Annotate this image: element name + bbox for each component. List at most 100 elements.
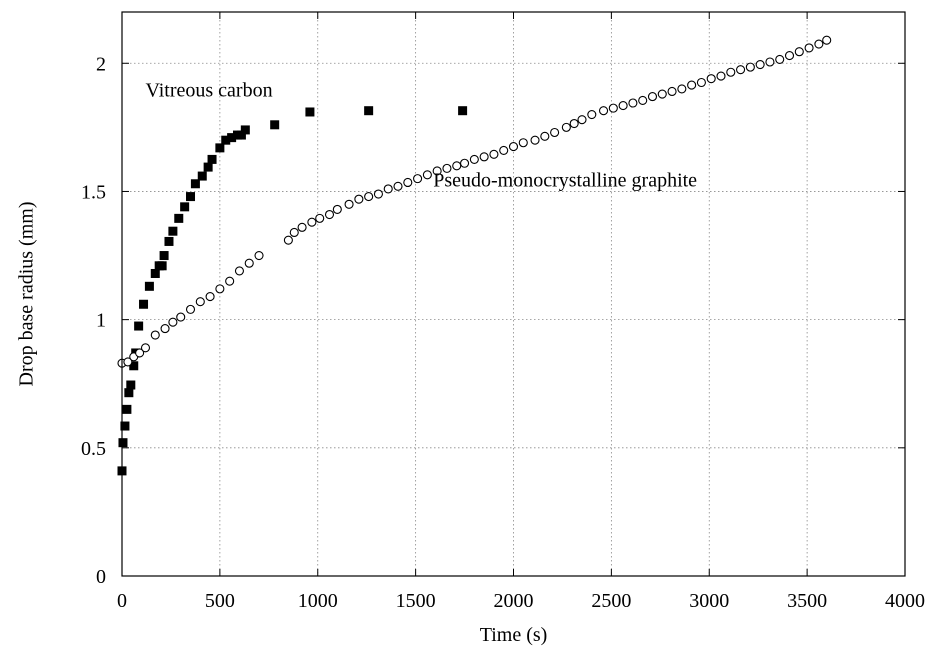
data-point-circle <box>716 71 726 81</box>
data-point-circle <box>354 194 364 204</box>
data-point-circle <box>775 54 785 64</box>
data-point-circle <box>373 189 383 199</box>
data-point-square <box>159 251 169 261</box>
data-point-circle <box>332 204 342 214</box>
data-point-circle <box>479 152 489 162</box>
data-point-circle <box>667 86 677 97</box>
data-point-circle <box>123 357 133 367</box>
data-point-square <box>215 143 225 153</box>
data-point-circle <box>307 217 317 227</box>
data-point-circle <box>344 199 354 209</box>
data-point-circle <box>804 43 814 53</box>
data-point-circle <box>289 227 299 238</box>
data-point-square <box>305 107 315 117</box>
data-point-square <box>144 281 154 291</box>
data-point-circle <box>160 324 170 334</box>
data-point-square <box>120 421 130 431</box>
y-axis-label: Drop base radius (mm) <box>16 202 38 387</box>
data-point-square <box>124 388 134 398</box>
data-point-square <box>134 321 144 331</box>
x-tick-label: 1000 <box>298 590 338 612</box>
data-point-circle <box>657 89 667 99</box>
x-tick-label: 1500 <box>396 590 436 612</box>
data-point-circle <box>638 95 648 105</box>
data-point-circle <box>577 115 587 125</box>
series-1 <box>117 106 468 476</box>
axis-ticks <box>121 12 906 577</box>
data-point-square <box>203 162 213 172</box>
data-point-circle <box>383 184 393 194</box>
data-point-circle <box>745 62 755 72</box>
data-point-square <box>190 179 200 189</box>
data-point-circle <box>550 127 560 138</box>
data-point-circle <box>765 57 775 67</box>
data-point-circle <box>168 317 178 327</box>
data-point-circle <box>618 101 628 111</box>
data-point-square <box>207 154 217 164</box>
y-tick-label: 1 <box>96 310 106 332</box>
grid-lines <box>122 12 905 576</box>
x-tick-label: 500 <box>205 590 235 612</box>
data-point-square <box>164 236 174 246</box>
data-point-circle <box>205 292 215 302</box>
data-point-square <box>168 226 178 236</box>
y-tick-label: 0 <box>96 566 106 588</box>
data-point-circle <box>530 135 540 145</box>
data-point-square <box>118 438 128 448</box>
data-point-circle <box>324 209 335 220</box>
data-point-square <box>221 135 231 145</box>
data-point-circle <box>364 192 374 202</box>
data-point-circle <box>598 106 609 116</box>
data-point-circle <box>628 98 638 108</box>
data-point-circle <box>469 154 479 164</box>
data-point-circle <box>814 39 824 49</box>
data-point-square <box>126 380 136 390</box>
data-point-square <box>186 192 196 202</box>
data-point-circle <box>432 166 442 176</box>
data-point-circle <box>185 304 196 314</box>
data-point-circle <box>587 109 597 120</box>
data-point-square <box>174 213 184 223</box>
data-point-circle <box>696 77 706 88</box>
data-point-circle <box>244 258 254 268</box>
annotation-label: Vitreous carbon <box>145 80 272 102</box>
data-point-circle <box>403 177 413 188</box>
data-point-circle <box>460 158 470 168</box>
data-point-circle <box>499 145 509 155</box>
data-point-square <box>240 125 250 135</box>
x-tick-label: 2000 <box>494 590 534 612</box>
data-point-square <box>227 133 237 143</box>
data-point-circle <box>561 122 571 132</box>
data-point-circle <box>215 284 225 294</box>
data-point-circle <box>736 65 746 75</box>
data-point-circle <box>254 250 264 261</box>
annotation-label: Pseudo-monocrystalline graphite <box>433 169 697 191</box>
data-point-square <box>180 202 190 212</box>
data-point-circle <box>413 174 423 184</box>
y-tick-label: 2 <box>96 53 106 75</box>
data-point-circle <box>794 47 804 57</box>
annotations: Vitreous carbon Pseudo-monocrystalline gr… <box>145 80 697 192</box>
data-point-circle <box>726 67 736 77</box>
data-point-circle <box>297 222 307 232</box>
data-point-circle <box>540 131 550 141</box>
data-point-circle <box>687 80 697 90</box>
x-tick-label: 3500 <box>787 590 827 612</box>
data-point-circle <box>176 312 186 322</box>
data-point-circle <box>195 297 205 307</box>
data-point-circle <box>518 138 528 148</box>
data-point-square <box>364 106 374 116</box>
data-point-circle <box>393 181 403 191</box>
data-point-circle <box>140 343 151 353</box>
data-point-square <box>129 361 139 371</box>
data-point-circle <box>283 235 293 245</box>
data-point-circle <box>315 213 325 223</box>
x-tick-label: 2500 <box>591 590 631 612</box>
data-point-circle <box>677 84 687 94</box>
data-point-circle <box>442 163 452 173</box>
data-points <box>117 35 832 476</box>
y-tick-label: 0.5 <box>81 438 106 460</box>
x-tick-label: 4000 <box>885 590 925 612</box>
data-point-circle <box>784 51 795 61</box>
